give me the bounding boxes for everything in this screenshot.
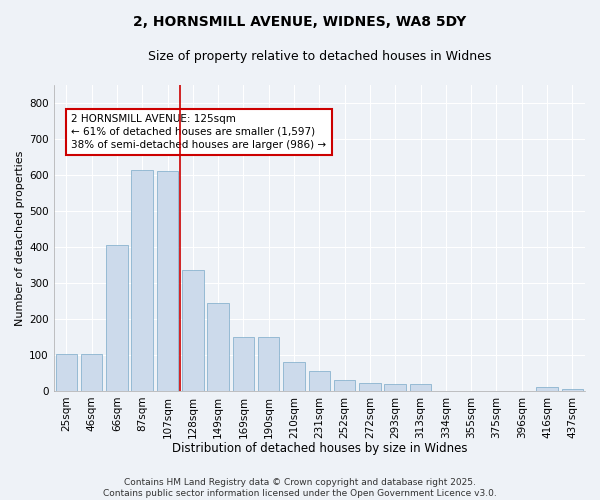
Bar: [56, 354, 77, 391]
Text: 2, HORNSMILL AVENUE, WIDNES, WA8 5DY: 2, HORNSMILL AVENUE, WIDNES, WA8 5DY: [133, 15, 467, 29]
X-axis label: Distribution of detached houses by size in Widnes: Distribution of detached houses by size …: [172, 442, 467, 455]
Bar: [182, 270, 203, 391]
Bar: [233, 337, 254, 391]
Bar: [536, 387, 558, 391]
Text: Contains HM Land Registry data © Crown copyright and database right 2025.
Contai: Contains HM Land Registry data © Crown c…: [103, 478, 497, 498]
Bar: [208, 302, 229, 391]
Bar: [562, 389, 583, 391]
Text: 2 HORNSMILL AVENUE: 125sqm
← 61% of detached houses are smaller (1,597)
38% of s: 2 HORNSMILL AVENUE: 125sqm ← 61% of deta…: [71, 114, 326, 150]
Bar: [258, 337, 280, 391]
Bar: [359, 383, 380, 391]
Title: Size of property relative to detached houses in Widnes: Size of property relative to detached ho…: [148, 50, 491, 63]
Bar: [157, 172, 178, 391]
Bar: [410, 384, 431, 391]
Bar: [81, 354, 103, 391]
Bar: [385, 384, 406, 391]
Bar: [283, 362, 305, 391]
Bar: [308, 371, 330, 391]
Bar: [106, 245, 128, 391]
Bar: [334, 380, 355, 391]
Bar: [131, 170, 153, 391]
Y-axis label: Number of detached properties: Number of detached properties: [15, 150, 25, 326]
